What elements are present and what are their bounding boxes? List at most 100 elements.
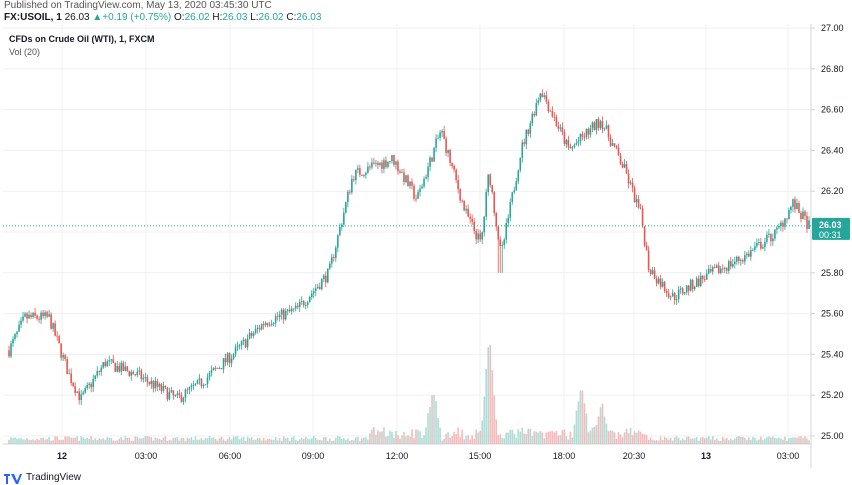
candle-body [407,175,409,187]
volume-bar [74,437,76,444]
candle-body [675,299,678,301]
candle-body [711,267,714,272]
candle-body [453,165,455,170]
candle-body [750,250,752,257]
candle-body [12,338,14,344]
volume-bar [645,435,648,444]
candle-body [164,386,167,388]
volume-bar [254,439,257,444]
candle-body [521,142,524,158]
candle-body [475,230,477,240]
volume-bar [567,439,570,444]
footer-brand[interactable]: TradingView [26,472,82,483]
candle-body [483,216,485,233]
volume-bar [202,439,205,444]
volume-bar [435,401,437,444]
candle-body [365,172,367,176]
candle-body [701,275,704,279]
candle-body [264,322,267,326]
volume-bar [760,436,762,444]
volume-bar [491,370,494,444]
symbol-label[interactable]: FX:USOIL, 1 [4,12,62,23]
volume-bar [447,432,449,444]
candle-body [22,316,24,321]
candle-body [184,389,187,398]
volume-bar [565,436,568,444]
candle-body [744,255,746,262]
candle-body [375,162,377,164]
volume-bar [162,437,165,444]
volume-bar [748,437,750,444]
volume-bar [467,435,469,444]
low-value: 26.02 [258,12,284,23]
volume-bar [399,438,401,444]
candle-body [647,250,650,270]
volume-bar [437,418,439,444]
candle-body [545,95,548,102]
candle-body [70,373,72,383]
volume-bar [569,431,572,444]
candle-body [232,354,235,359]
volume-bar [517,429,520,444]
volume-bar [639,431,642,444]
volume-bar [419,431,421,444]
chart-header: Published on TradingView.com, May 13, 20… [4,0,852,24]
legend-volume[interactable]: Vol (20) [9,47,41,57]
volume-bar [38,439,40,444]
candle-body [28,314,30,319]
legend-title[interactable]: CFDs on Crude Oil (WTI), 1, FXCM [9,34,155,44]
volume-bar [509,429,512,444]
candle-body [808,220,810,229]
x-tick-label: 12 [57,451,67,461]
volume-bar [671,440,674,444]
candle-body [110,359,113,361]
candle-body [429,157,431,167]
x-tick-label: 15:00 [469,451,492,461]
volume-bar [469,439,471,444]
candle-body [451,162,453,166]
candle-body [152,380,155,389]
volume-bar [306,438,309,444]
candle-body [180,395,183,402]
candlestick-chart[interactable]: 27.0026.8026.6026.4026.2026.0025.8025.60… [3,24,852,468]
candle-body [172,390,175,396]
volume-bar [264,440,267,444]
volume-bar [54,436,56,444]
candle-body [369,166,371,168]
candle-body [124,366,127,371]
volume-bar [118,438,121,444]
candle-body [659,278,662,287]
last-price-value: 26.03 [64,12,90,23]
candle-body [649,269,652,274]
chart-legend: CFDs on Crude Oil (WTI), 1, FXCM Vol (20… [9,33,155,59]
volume-bar [730,438,732,444]
candle-body [798,203,800,213]
candle-body [134,374,137,376]
volume-bar [144,436,147,444]
candle-body [222,358,225,370]
volume-bar [375,434,377,444]
volume-bar [8,439,10,444]
volume-bar [603,416,606,444]
candle-body [304,305,307,306]
volume-bar [742,436,744,444]
candle-body [713,267,716,268]
candle-body [653,270,656,279]
candle-body [611,143,614,146]
volume-bar [296,440,299,444]
candle-body [685,285,688,293]
volume-bar [16,438,18,444]
volume-bar [68,436,70,444]
volume-bar [314,437,317,444]
quote-line: FX:USOIL, 1 26.03 ▲+0.19 (+0.75%) O:26.0… [4,12,852,24]
volume-bar [782,439,784,444]
volume-bar [192,440,195,444]
candle-body [226,353,229,363]
volume-bar [110,437,113,444]
candle-body [371,162,373,168]
volume-bar [641,433,644,444]
candle-body [216,368,219,369]
chart-area[interactable]: 27.0026.8026.6026.4026.2026.0025.8025.60… [3,24,852,468]
volume-bar [525,433,528,444]
candle-body [74,386,76,393]
